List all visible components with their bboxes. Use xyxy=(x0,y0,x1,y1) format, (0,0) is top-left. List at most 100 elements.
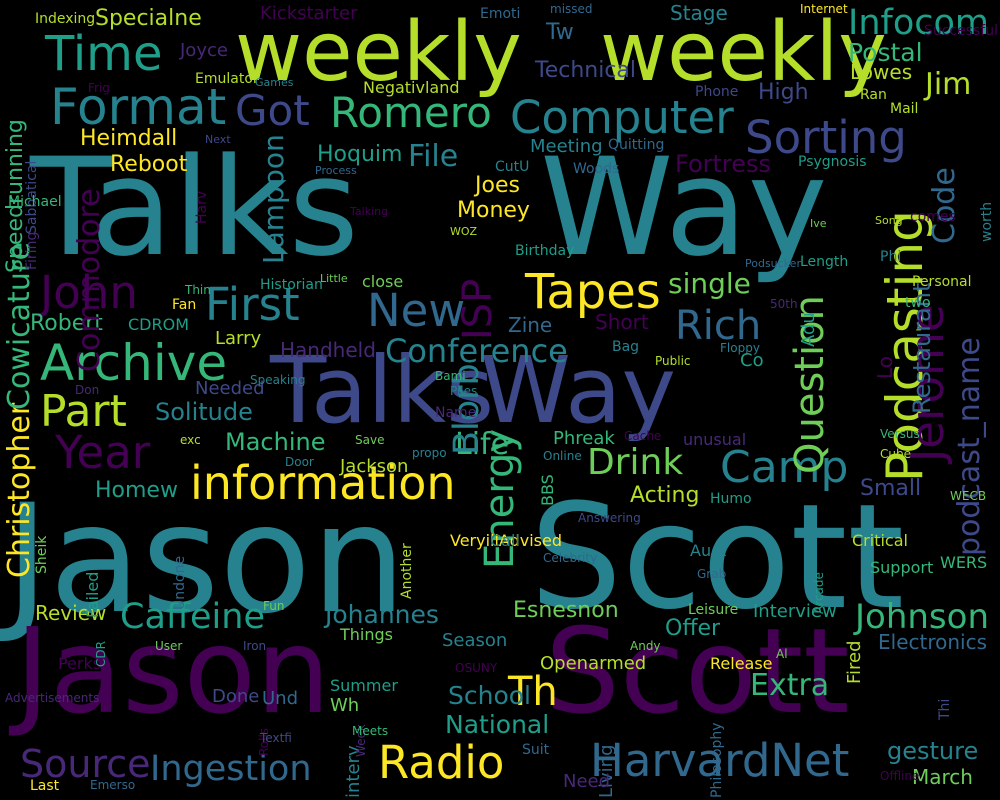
word-cloud-word: Sheik xyxy=(34,535,50,574)
word-cloud-word: Speaking xyxy=(250,373,306,387)
word-cloud-word: Fired xyxy=(844,640,865,684)
word-cloud-word: Save xyxy=(355,433,385,447)
word-cloud-word: Door xyxy=(285,455,314,469)
word-cloud-word: Public xyxy=(655,354,691,368)
word-cloud-word: propo xyxy=(412,446,447,460)
word-cloud-word: Birthday xyxy=(515,243,575,259)
word-cloud-word: OSUNY xyxy=(455,661,498,675)
word-cloud-word: Stage xyxy=(670,1,728,25)
word-cloud-word: Last xyxy=(30,778,60,794)
word-cloud-word: Games xyxy=(255,76,294,89)
word-cloud-word: Release xyxy=(710,654,773,673)
word-cloud-word: Piles xyxy=(450,384,478,398)
word-cloud-word: Grab xyxy=(697,567,727,581)
word-cloud-word: Bami xyxy=(435,369,466,383)
word-cloud-word: Format xyxy=(50,78,227,136)
word-cloud-word: Meeting xyxy=(530,136,603,157)
word-cloud-word: Openarmed xyxy=(540,653,647,674)
word-cloud-word: Al xyxy=(776,647,788,661)
word-cloud-word: Postal xyxy=(848,38,923,67)
word-cloud-word: Jim xyxy=(925,67,972,102)
word-cloud-word: Andy xyxy=(630,639,661,653)
word-cloud-word: Offer xyxy=(665,616,721,641)
word-cloud-word: Radio xyxy=(378,736,505,789)
word-cloud-word: Frig xyxy=(88,81,110,95)
word-cloud-word: two xyxy=(905,295,931,311)
word-cloud-word: Emerso xyxy=(90,778,136,792)
word-cloud-word: Negativland xyxy=(363,78,460,97)
word-cloud-word: Caffeine xyxy=(120,597,265,637)
word-cloud-word: worth xyxy=(979,201,995,242)
word-cloud-word: Personal xyxy=(912,274,972,290)
word-cloud-word: Next xyxy=(205,133,231,146)
word-cloud-word: Adu xyxy=(798,312,819,348)
word-cloud-word: Arcade xyxy=(812,572,826,615)
word-cloud-word: Small xyxy=(860,476,922,501)
word-cloud-word: Scott xyxy=(545,602,850,740)
word-cloud-word: Zine xyxy=(508,313,553,337)
word-cloud-word: First xyxy=(205,278,300,331)
word-cloud-word: Ran xyxy=(860,87,887,103)
word-cloud-word: Acting xyxy=(630,483,700,508)
word-cloud-word: Summer xyxy=(330,676,398,695)
word-cloud-word: Call xyxy=(490,531,520,550)
word-cloud-word: Technical xyxy=(535,58,637,83)
word-cloud-word: Heimdall xyxy=(80,126,178,151)
word-cloud-word: National xyxy=(445,710,550,739)
word-cloud-word: Needed xyxy=(195,378,265,399)
word-cloud-word: Tw xyxy=(546,20,574,45)
word-cloud-word: Reboot xyxy=(110,152,188,177)
word-cloud-word: Esnesnon xyxy=(513,598,619,623)
word-cloud-word: Phreak xyxy=(553,428,615,449)
word-cloud-word: Historian xyxy=(260,277,323,293)
word-cloud-word: Ingestion xyxy=(150,749,312,789)
word-cloud-word: Quitting xyxy=(608,137,665,153)
word-cloud-word: Hoquim xyxy=(317,142,403,167)
word-cloud-word: CutU xyxy=(495,159,530,175)
word-cloud-word: Little xyxy=(320,272,348,285)
word-cloud-word: Process xyxy=(315,164,357,177)
word-cloud-word: Meets xyxy=(352,724,389,738)
word-cloud-word: Perks xyxy=(58,654,102,673)
word-cloud-word: Iron xyxy=(243,639,267,653)
word-cloud-word: Talks xyxy=(270,337,495,444)
word-cloud-word: Source xyxy=(20,742,151,786)
word-cloud-word: Season xyxy=(442,630,508,651)
word-cloud-word: Handheld xyxy=(280,338,376,362)
word-cloud-word: Machine xyxy=(225,428,326,456)
word-cloud-word: comes xyxy=(910,209,956,225)
word-cloud-word: Und xyxy=(262,688,299,709)
word-cloud-word: Advertisements xyxy=(5,691,100,705)
word-cloud-word: Critical xyxy=(852,531,908,550)
word-cloud-word: School xyxy=(448,681,531,710)
word-cloud-word: Don xyxy=(75,383,100,397)
word-cloud-word: Wh xyxy=(330,695,360,716)
word-cloud-word: Drink xyxy=(587,442,684,483)
word-cloud-word: Talks xyxy=(30,129,359,286)
word-cloud-word: File xyxy=(408,139,459,174)
word-cloud-word: Way xyxy=(480,337,676,444)
word-cloud-word: Specialne xyxy=(95,6,202,31)
word-cloud-word: Emulator xyxy=(195,71,259,87)
word-cloud-word: Thi xyxy=(937,698,953,721)
word-cloud-word: New xyxy=(367,284,466,337)
word-cloud-word: Emoti xyxy=(480,6,521,22)
word-cloud-word: Phi xyxy=(880,249,902,265)
word-cloud-word: Michael xyxy=(8,194,62,210)
word-cloud-word: Th xyxy=(508,669,558,715)
word-cloud-word: Code xyxy=(927,167,962,244)
word-cloud-word: Bag xyxy=(612,339,640,355)
word-cloud-word: WECB xyxy=(950,489,987,503)
word-cloud-word: Name xyxy=(435,405,477,421)
word-cloud-word: Money xyxy=(457,198,530,223)
word-cloud-word: Psygnosis xyxy=(798,154,867,170)
word-cloud-word: Need xyxy=(563,771,611,792)
word-cloud-word: Versus xyxy=(880,427,920,441)
word-cloud-word: Harv xyxy=(194,190,210,224)
word-cloud-word: Cache xyxy=(624,429,662,443)
word-cloud-word: Floppy xyxy=(720,341,760,355)
word-cloud-word: Lo xyxy=(873,355,897,379)
word-cloud-word: Conference xyxy=(385,332,568,370)
word-cloud-word: Online xyxy=(543,449,582,463)
